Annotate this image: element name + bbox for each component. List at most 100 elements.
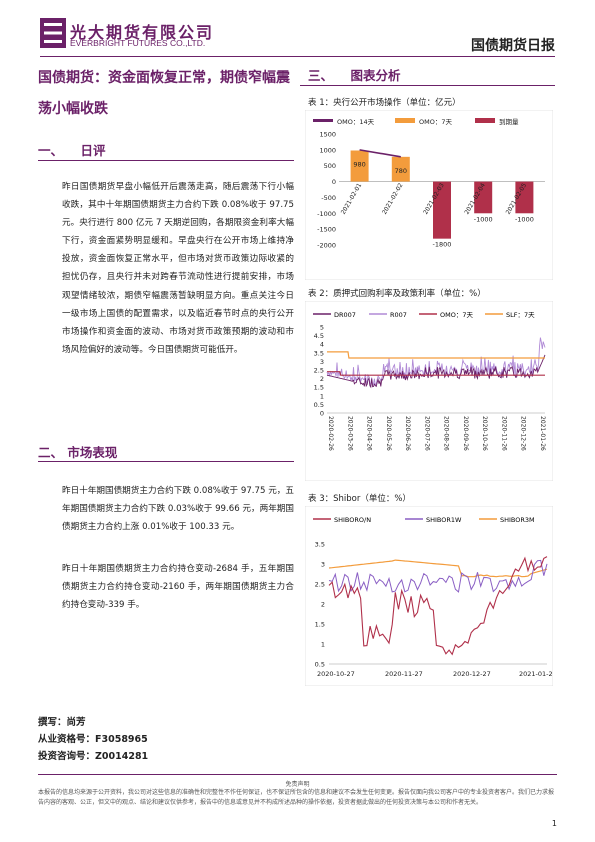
chart-2-ytick-3: 3.5	[314, 349, 324, 357]
chart-2-ytick-4: 3	[320, 358, 324, 366]
legend-label-slf: SLF：7天	[506, 311, 535, 319]
shibor-line-chart: SHIBORO/N SHIBOR1W SHIBOR3M 3.5 3 2.5 2 1.5 1…	[305, 506, 553, 686]
chart-2-xtick-8: 2020-10-26	[481, 416, 488, 451]
disclaimer-text: 本报告的信息均来源于公开资料，我公司对这些信息的准确性和完整性不作任何保证，也不…	[38, 789, 555, 806]
chart-2-xtick-6: 2020-08-26	[443, 416, 450, 451]
chart-1-ytick-3: 0	[332, 178, 336, 186]
chart-1-data-label-2: -1800	[433, 241, 452, 249]
chart-3-ytick-1: 3	[321, 561, 325, 569]
section-1-heading: 一、 日评	[38, 140, 105, 159]
chart-2-ytick-1: 4.5	[314, 332, 324, 340]
legend-swatch-omo14	[313, 119, 333, 122]
section-2-num: 二、	[38, 445, 64, 460]
chart-2-xtick-1: 2020-03-26	[346, 416, 353, 451]
chart-1-ytick-0: 1500	[319, 131, 336, 139]
chart-2-ytick-8: 1	[320, 392, 324, 400]
section-3-heading: 三、 图表分析	[308, 65, 400, 84]
section-2-title: 市场表现	[67, 445, 118, 460]
chart-2-line-omo7	[327, 371, 545, 376]
repo-rate-line-chart: DR007 R007 OMO：7天 SLF：7天 54.543.532.521.…	[305, 301, 553, 481]
chart-1-bar-maturity-3	[474, 181, 493, 214]
chart-3-line-shibor-1w	[328, 559, 548, 593]
header-divider	[40, 56, 555, 57]
chart-1-legend: OMO：14天 OMO：7天 到期量	[313, 118, 519, 126]
chart-3-line-shibor-on	[328, 556, 548, 656]
chart-3-line-shibor-3m	[328, 559, 548, 578]
chart-1-caption: 表 1：央行公开市场操作（单位：亿元）	[308, 98, 461, 108]
chart-3-ytick-0: 3.5	[315, 541, 325, 549]
chart-1-data-label-1: 780	[395, 167, 407, 175]
disclaimer-title: 免责声明	[285, 781, 310, 788]
chart-1-bar-omo7-1	[391, 156, 410, 182]
chart-1-ytick-2: 500	[324, 162, 336, 170]
chart-2-ytick-0: 5	[320, 324, 324, 332]
legend-label-omo7: OMO：7天	[419, 118, 452, 126]
chart-2-ytick-6: 2	[320, 375, 324, 383]
legend-label-omo7-rate: OMO：7天	[440, 311, 473, 319]
page-number: 1	[551, 819, 557, 828]
chart-1-ytick-7: -2000	[317, 242, 336, 250]
paragraph-daily-review: 昨日国债期货早盘小幅低开后震荡走高，随后震荡下行小幅收跌，其中十年期国债期货主力…	[62, 182, 294, 355]
chart-3-xtick-3: 2021-01-27	[519, 670, 553, 678]
chart-2-ytick-7: 1.5	[314, 384, 324, 392]
company-name-en: EVERBRIGHT FUTURES CO.,LTD.	[70, 38, 206, 48]
section-3-underline	[300, 85, 555, 86]
section-1-underline	[38, 160, 294, 161]
section-1-num: 一、	[38, 143, 64, 158]
chart-2-legend: DR007 R007 OMO：7天 SLF：7天	[313, 311, 535, 319]
author-consult-id: 投资咨询号：Z0014281	[38, 751, 149, 762]
chart-2-ytick-10: 0	[320, 410, 324, 418]
chart-1-bar-omo7-0	[350, 150, 369, 182]
section-2-heading: 二、 市场表现	[38, 442, 117, 461]
author-qualification: 从业资格号：F3058965	[38, 734, 148, 745]
chart-2-line-r007	[326, 337, 546, 388]
chart-2-line-dr007	[326, 354, 546, 389]
legend-label-shibor-1w: SHIBOR1W	[426, 516, 462, 524]
chart-3-xtick-2: 2020-12-27	[453, 670, 491, 678]
section-1-title: 日评	[80, 143, 106, 158]
main-title: 国债期货：资金面恢复正常，期债窄幅震荡小幅收跌	[38, 70, 290, 117]
omo-bar-chart: OMO：14天 OMO：7天 到期量 1500 1000 500 0 -500 -1000…	[305, 110, 553, 280]
footer-divider	[38, 774, 557, 775]
chart-1-bar-maturity-4	[515, 181, 534, 214]
chart-1-ytick-4: -500	[321, 194, 336, 202]
legend-swatch-omo7	[395, 118, 415, 123]
chart-2-line-slf	[327, 351, 545, 359]
report-title: 国债期货日报	[471, 38, 555, 54]
chart-1-data-label-0: 980	[353, 160, 365, 168]
chart-2-xtick-10: 2020-12-26	[520, 416, 527, 451]
chart-1-ytick-5: -1000	[317, 210, 336, 218]
chart-1-ytick-6: -1500	[317, 226, 336, 234]
company-logo	[40, 18, 66, 48]
chart-2-xtick-5: 2020-07-26	[423, 416, 430, 451]
chart-3-xtick-1: 2020-11-27	[385, 670, 423, 678]
chart-1-data-label-3: -1000	[474, 215, 493, 223]
legend-swatch-maturity	[475, 118, 495, 123]
chart-2-caption: 表 2：质押式回购利率及政策利率（单位：%）	[308, 289, 486, 299]
legend-label-r007: R007	[390, 311, 407, 319]
legend-label-omo14: OMO：14天	[337, 118, 375, 126]
author-name: 撰写：尚芳	[38, 717, 86, 728]
chart-3-ytick-3: 2	[321, 601, 325, 609]
section-3-num: 三、	[308, 68, 334, 83]
section-2-underline	[38, 461, 294, 462]
chart-2-xtick-9: 2020-11-26	[500, 416, 507, 451]
chart-2-ytick-5: 2.5	[314, 367, 324, 375]
legend-label-shibor-on: SHIBORO/N	[334, 516, 371, 524]
chart-2-xtick-4: 2020-06-26	[404, 416, 411, 451]
paragraph-market-performance: 昨日十年期国债期货主力合约下跌 0.08%收于 97.75 元，五年期国债期货主…	[62, 486, 294, 533]
chart-2-xtick-11: 2021-01-26	[539, 416, 546, 451]
chart-3-ytick-6: 0.5	[315, 661, 325, 669]
chart-3-caption: 表 3：Shibor（单位：%）	[308, 494, 411, 504]
chart-3-ytick-5: 1	[321, 641, 325, 649]
paragraph-positions: 昨日十年期国债期货主力合约持仓变动-2684 手，五年期国债期货主力合约持仓变动…	[62, 564, 294, 611]
chart-2-ytick-9: 0.5	[314, 401, 324, 409]
chart-2-xtick-2: 2020-04-26	[366, 416, 373, 451]
chart-1-line-omo14	[359, 149, 401, 158]
chart-3-legend: SHIBORO/N SHIBOR1W SHIBOR3M	[313, 516, 535, 524]
chart-2-xtick-7: 2020-09-26	[462, 416, 469, 451]
section-3-title: 图表分析	[350, 68, 401, 83]
legend-label-maturity: 到期量	[499, 118, 519, 126]
chart-1-data-label-4: -1000	[515, 215, 534, 223]
chart-2-ytick-2: 4	[320, 341, 324, 349]
